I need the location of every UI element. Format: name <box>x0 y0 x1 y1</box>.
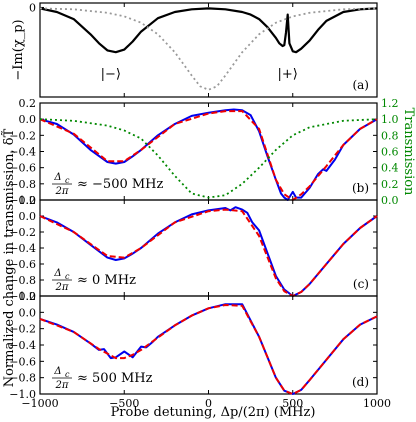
x-tick-label: 0 <box>205 397 212 410</box>
axes-frame <box>39 2 378 98</box>
detuning-annotation: ≈ −500 MHz <box>77 177 164 192</box>
state-plus-label: |+⟩ <box>278 67 298 82</box>
annot-num-sub: c <box>65 370 70 379</box>
x-tick-label: 500 <box>282 397 303 410</box>
annot-den: 2π <box>55 282 69 293</box>
y-tick-label: −0.4 <box>9 242 36 255</box>
x-tick-label: 1000 <box>363 397 391 410</box>
state-minus-label: |−⟩ <box>101 67 121 82</box>
annot-num-sub: c <box>65 272 70 281</box>
annot-num-delta: Δ <box>53 268 61 279</box>
series-line-dotted <box>39 118 378 199</box>
y-tick-label: −0.2 <box>9 129 36 142</box>
panel-tag: (c) <box>353 277 369 291</box>
series-line-solid <box>39 7 378 54</box>
panel-tag: (b) <box>352 181 369 195</box>
y2-tick-label: 0.4 <box>381 162 399 175</box>
y-tick-label: −1.0 <box>9 194 36 207</box>
y-tick-label: 0.0 <box>19 210 37 223</box>
y2-tick-label: 0.6 <box>381 146 399 159</box>
annot-den: 2π <box>55 186 69 197</box>
y-tick-label: −0.8 <box>9 274 36 287</box>
annot-den: 2π <box>55 380 69 391</box>
y-tick-label: −0.4 <box>9 146 36 159</box>
y-tick-label: −0.8 <box>9 372 36 385</box>
y2-tick-label: 1.2 <box>381 97 399 110</box>
annot-num-delta: Δ <box>53 366 61 377</box>
panel-c: 0.2 0.0 −0.2 −0.4 −0.6 −0.8 −1.0 Δ c2π ≈ 0 MHz (c) <box>9 194 378 303</box>
y-tick-label: 0.2 <box>19 290 37 303</box>
detuning-annotation: ≈ 0 MHz <box>77 273 136 288</box>
y-tick-label: −0.6 <box>9 355 36 368</box>
series-line-dashed <box>39 304 378 395</box>
detuning-annotation: ≈ 500 MHz <box>77 371 153 386</box>
panel-a-ylabel: −Im(χ_p) <box>11 19 26 80</box>
y-tick-label: −0.4 <box>9 339 36 352</box>
y-tick-label: −0.2 <box>9 226 36 239</box>
panel-tag: (a) <box>352 78 369 92</box>
y-tick-label: −0.2 <box>9 323 36 336</box>
series-line-dashed <box>39 208 378 297</box>
y-tick-label: −1.0 <box>9 290 36 303</box>
y2-tick-label: 1.0 <box>381 113 399 126</box>
series-line-dashed <box>39 110 378 201</box>
panel-b: 0.2 0.0 −0.2 −0.4 −0.6 −0.8 −1.0 0.0 0.2 0.4 0.6 0.… <box>9 97 416 207</box>
x-tick-label: −500 <box>109 397 139 410</box>
shared-ylabel: Normalized change in transmission, δT̃ <box>1 128 17 387</box>
annot-num-delta: Δ <box>53 172 61 183</box>
y-tick-label: 0.2 <box>19 194 37 207</box>
y-tick-label: 0.2 <box>19 97 37 110</box>
panels: 0−Im(χ_p) |−⟩ |+⟩(a)0.20.0−0.2−0.4−0.6−0.8… <box>9 1 416 410</box>
y2-tick-label: 0.8 <box>381 129 399 142</box>
annot-num-sub: c <box>65 176 70 185</box>
panel-a: 0−Im(χ_p) |−⟩ |+⟩ (a) <box>11 1 378 98</box>
shared-xlabel: Probe detuning, Δp/(2π) (MHz) <box>111 405 316 420</box>
panel-tag: (d) <box>352 375 369 389</box>
y-tick-label: 0.0 <box>19 306 37 319</box>
series-line-solid <box>39 206 378 297</box>
y-tick-label: −1.0 <box>9 388 36 401</box>
y-tick-label: −0.8 <box>9 178 36 191</box>
x-tick-label: −1000 <box>21 397 58 410</box>
y2-axis-label: Transmission <box>401 108 416 196</box>
y-tick-label: 0.0 <box>19 113 37 126</box>
y-tick-label: 0 <box>29 1 36 14</box>
y-tick-label: −0.6 <box>9 258 36 271</box>
y2-tick-label: 0.0 <box>381 194 399 207</box>
panel-d: −1000 −500 0 500 1000 0.2 0.0 −0.2 −0.4 −0.6 −0.8 −… <box>9 290 391 410</box>
y-tick-label: −0.6 <box>9 162 36 175</box>
y2-tick-label: 0.2 <box>381 178 399 191</box>
